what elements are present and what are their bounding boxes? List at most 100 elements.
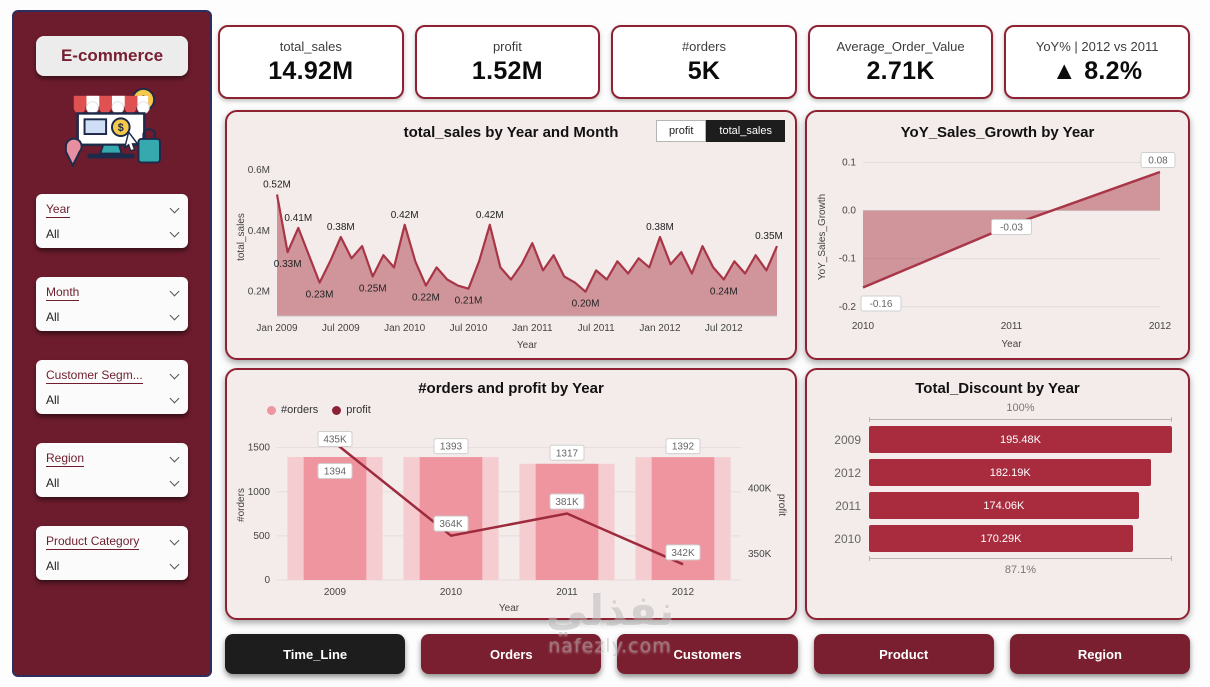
discount-bar-value: 195.48K <box>1000 433 1041 446</box>
svg-text:2010: 2010 <box>852 321 875 332</box>
kpi-value: 1.52M <box>471 56 543 85</box>
svg-text:435K: 435K <box>323 435 347 446</box>
svg-text:Jul 2009: Jul 2009 <box>322 323 360 334</box>
svg-text:Jul 2011: Jul 2011 <box>578 323 616 334</box>
filter-customer-segment[interactable]: Customer Segm... All <box>36 360 188 414</box>
svg-text:350K: 350K <box>748 549 772 560</box>
legend-item-profit[interactable]: profit <box>332 404 371 416</box>
svg-text:2010: 2010 <box>440 587 463 598</box>
store-logo-icon: $ $ <box>52 86 172 186</box>
discount-row: 2011 174.06K <box>823 492 1172 519</box>
kpi-orders: #orders 5K <box>611 25 797 99</box>
filter-month[interactable]: Month All <box>36 277 188 331</box>
orders-profit-combo-chart[interactable]: 0 500 1000 1500 350K 400K 435K 1394 1393 364K 1317… <box>233 418 789 614</box>
filter-label: Region <box>46 451 85 467</box>
yoy-growth-chart[interactable]: 0.1 0.0 -0.1 -0.2 -0.16 -0.03 0.08 2010 2011 2012… <box>813 146 1182 352</box>
svg-text:-0.03: -0.03 <box>1000 222 1023 233</box>
svg-text:Jan 2011: Jan 2011 <box>512 323 553 334</box>
filter-value: All <box>46 227 60 241</box>
svg-text:Year: Year <box>517 340 538 351</box>
legend-dot-icon <box>332 405 342 415</box>
chevron-down-icon <box>169 476 180 487</box>
kpi-row: total_sales 14.92M profit 1.52M #orders … <box>218 25 1190 99</box>
kpi-label: #orders <box>681 38 727 54</box>
filter-month-dropdown[interactable]: All <box>46 310 180 324</box>
sales-area-chart[interactable]: 0.2M 0.4M 0.6M Jan 2009 Jul 2009 Jan 2010 Jul … <box>233 146 789 352</box>
kpi-profit: profit 1.52M <box>414 25 601 99</box>
svg-text:1393: 1393 <box>440 442 463 453</box>
kpi-value: 5K <box>687 56 721 85</box>
svg-text:Jan 2010: Jan 2010 <box>384 323 426 334</box>
filter-customer-segment-header[interactable]: Customer Segm... <box>46 368 180 384</box>
svg-text:-0.1: -0.1 <box>839 254 857 265</box>
page-nav: Time_Line Orders Customers Product Regio… <box>225 634 1191 674</box>
svg-text:0.08: 0.08 <box>1148 156 1168 167</box>
discount-bar[interactable]: 174.06K <box>869 492 1139 519</box>
kpi-label: profit <box>492 38 522 54</box>
svg-text:0.20M: 0.20M <box>572 299 600 310</box>
legend-item-orders[interactable]: #orders <box>267 404 318 416</box>
filter-product-category-header[interactable]: Product Category <box>46 534 180 550</box>
panel-orders-profit: #orders and profit by Year #orders profi… <box>225 368 797 620</box>
discount-bar[interactable]: 170.29K <box>869 525 1133 552</box>
svg-text:1394: 1394 <box>324 467 347 478</box>
filter-value: All <box>46 310 60 324</box>
toggle-profit[interactable]: profit <box>655 120 707 142</box>
svg-text:2012: 2012 <box>1149 321 1172 332</box>
svg-text:0.42M: 0.42M <box>391 210 419 221</box>
chevron-down-icon <box>169 452 180 463</box>
svg-text:Year: Year <box>499 603 520 614</box>
svg-text:0.22M: 0.22M <box>412 293 440 304</box>
filter-label: Product Category <box>46 534 140 550</box>
filter-region[interactable]: Region All <box>36 443 188 497</box>
svg-text:0.23M: 0.23M <box>306 290 334 301</box>
svg-text:1317: 1317 <box>556 448 579 459</box>
chevron-down-icon <box>169 286 180 297</box>
svg-text:-0.2: -0.2 <box>839 302 857 313</box>
app-title: E-commerce <box>36 36 188 76</box>
filter-customer-segment-dropdown[interactable]: All <box>46 393 180 407</box>
measure-toggle-group: profit total_sales <box>655 120 785 142</box>
nav-time-line[interactable]: Time_Line <box>225 634 406 674</box>
filter-month-header[interactable]: Month <box>46 285 180 301</box>
discount-row: 2012 182.19K <box>823 459 1172 486</box>
svg-text:0.42M: 0.42M <box>476 210 504 221</box>
kpi-label: total_sales <box>279 38 342 54</box>
filter-label: Year <box>46 202 71 218</box>
filter-product-category[interactable]: Product Category All <box>36 526 188 580</box>
axis-min-label: 87.1% <box>1004 564 1037 576</box>
svg-text:2011: 2011 <box>1001 321 1023 332</box>
svg-text:0.41M: 0.41M <box>284 213 312 224</box>
panel-total-sales-by-month: total_sales by Year and Month profit tot… <box>225 110 797 360</box>
chevron-down-icon <box>169 393 180 404</box>
svg-text:-0.16: -0.16 <box>870 299 893 310</box>
legend-label: profit <box>346 404 371 416</box>
kpi-label: YoY% | 2012 vs 2011 <box>1035 38 1159 54</box>
kpi-value: 14.92M <box>268 56 354 85</box>
filter-region-dropdown[interactable]: All <box>46 476 180 490</box>
chart-legend: #orders profit <box>267 402 789 418</box>
nav-orders[interactable]: Orders <box>421 634 602 674</box>
panel-yoy-growth: YoY_Sales_Growth by Year 0.1 0.0 -0.1 -0.2 -… <box>805 110 1190 360</box>
svg-text:total_sales: total_sales <box>236 213 247 261</box>
discount-year-label: 2012 <box>834 465 861 480</box>
kpi-label: Average_Order_Value <box>836 38 965 54</box>
filter-product-category-dropdown[interactable]: All <box>46 559 180 573</box>
svg-text:0.52M: 0.52M <box>263 179 291 190</box>
filter-region-header[interactable]: Region <box>46 451 180 467</box>
toggle-total-sales[interactable]: total_sales <box>706 120 785 142</box>
discount-bar[interactable]: 195.48K <box>869 426 1172 453</box>
filter-label: Customer Segm... <box>46 368 143 384</box>
filter-year-dropdown[interactable]: All <box>46 227 180 241</box>
discount-bar[interactable]: 182.19K <box>869 459 1152 486</box>
nav-region[interactable]: Region <box>1009 634 1191 674</box>
svg-text:0.38M: 0.38M <box>327 222 355 233</box>
discount-bar-value: 170.29K <box>980 532 1022 545</box>
nav-customers[interactable]: Customers <box>617 634 798 674</box>
filter-year[interactable]: Year All <box>36 194 188 248</box>
kpi-average-order-value: Average_Order_Value 2.71K <box>807 25 994 99</box>
filter-year-header[interactable]: Year <box>46 202 180 218</box>
nav-product[interactable]: Product <box>813 634 994 674</box>
svg-text:Year: Year <box>1001 339 1022 350</box>
